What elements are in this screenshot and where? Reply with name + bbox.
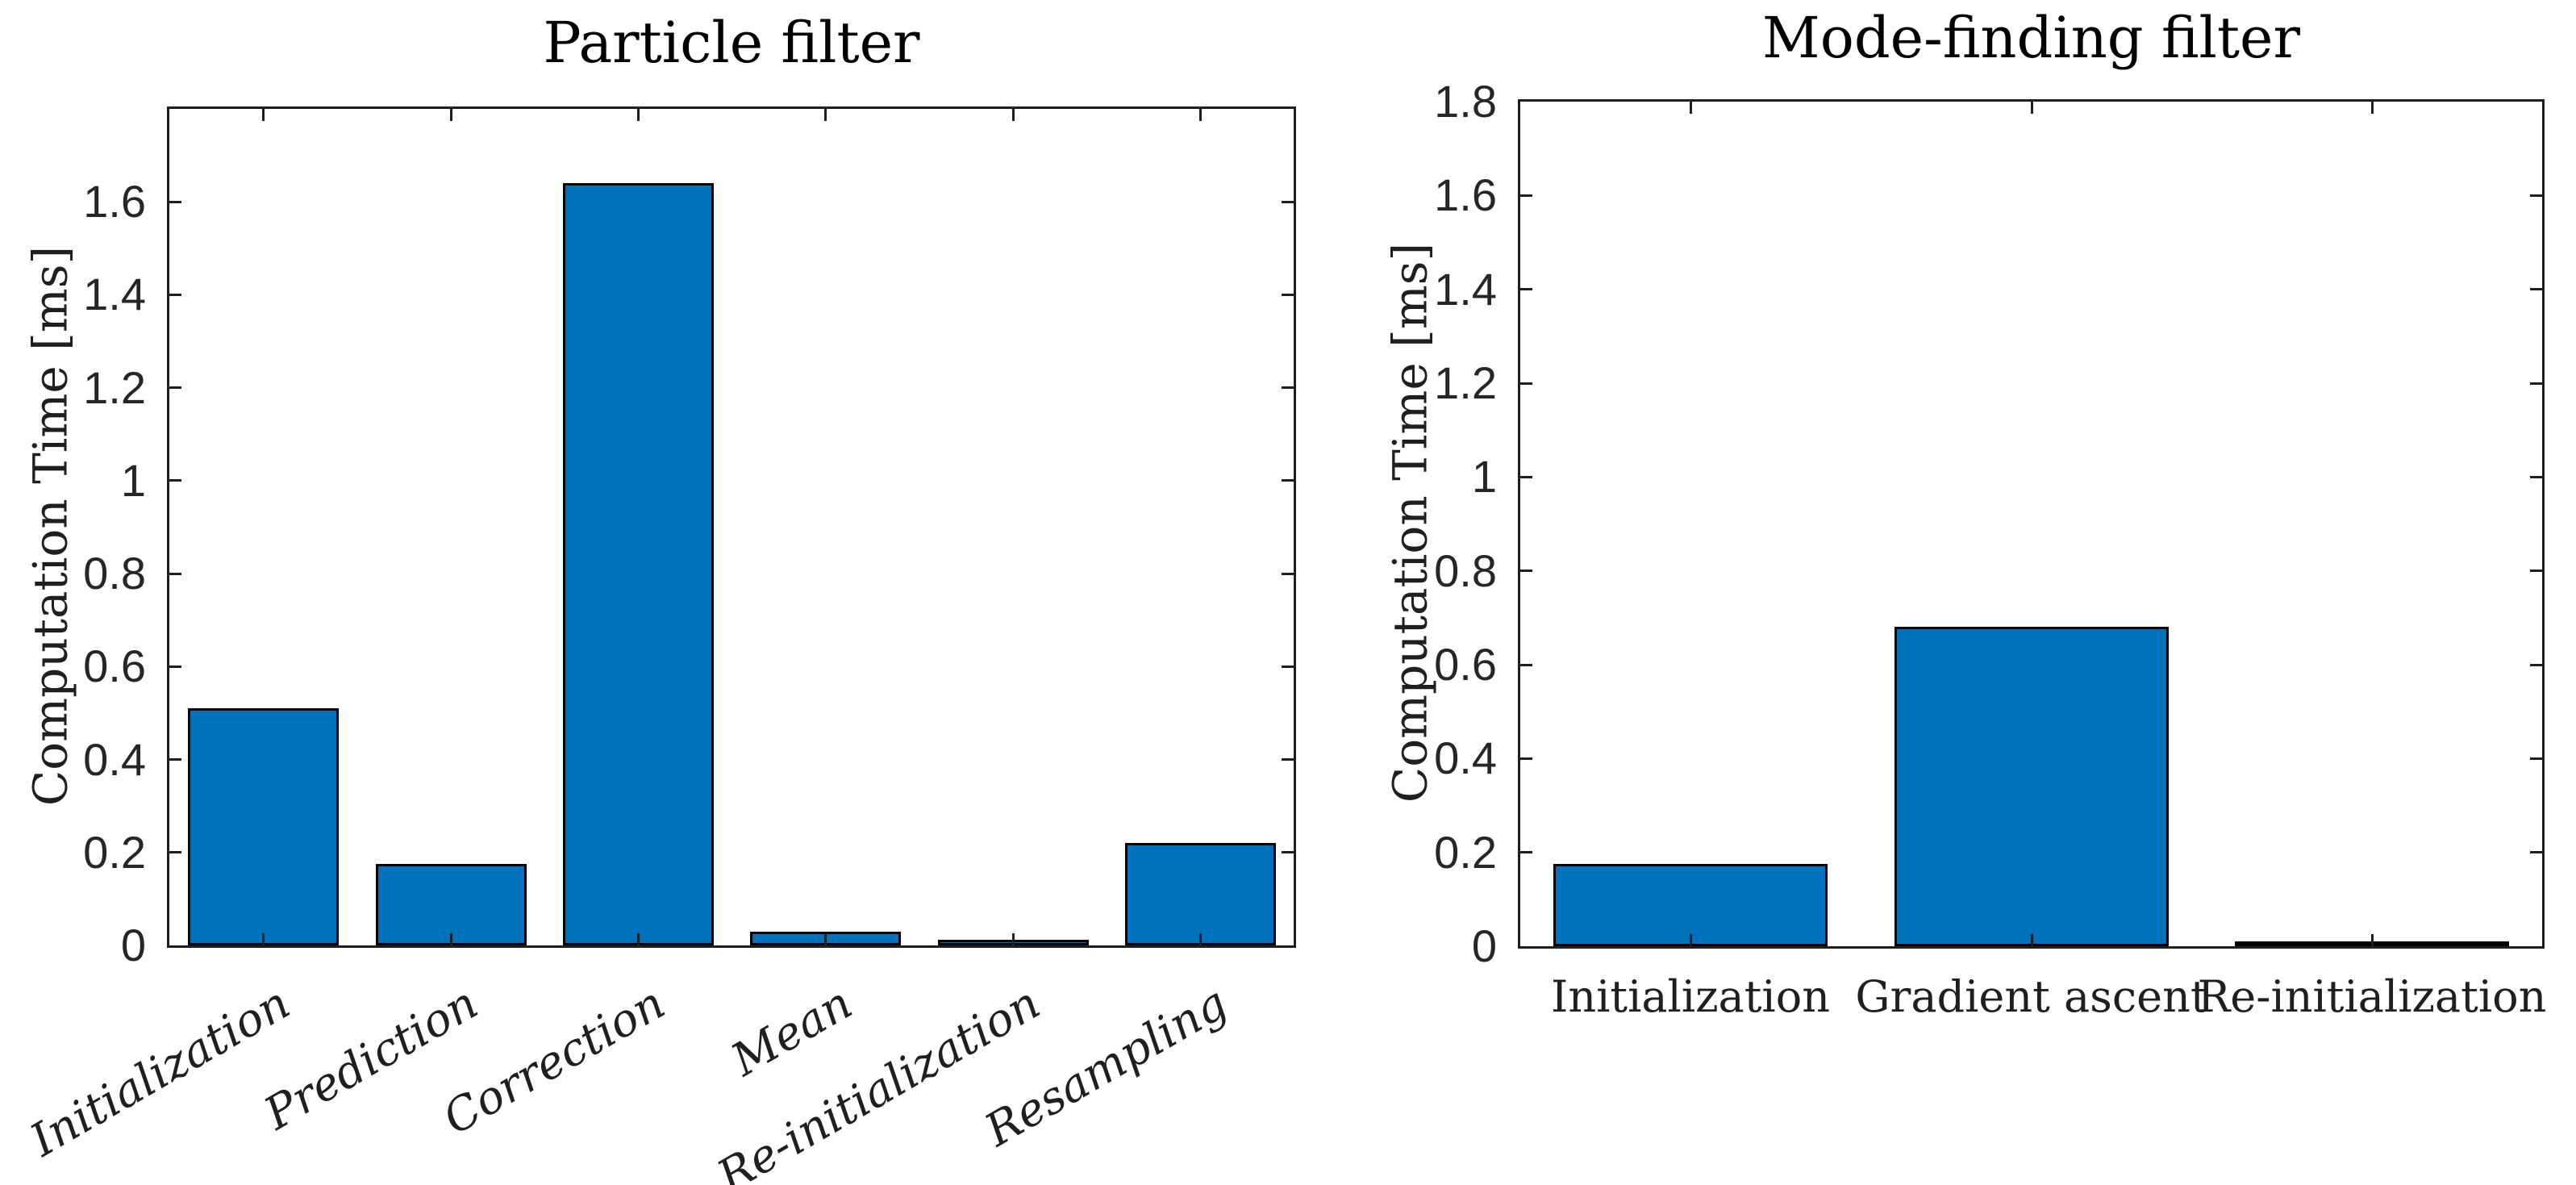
y-tick-left <box>1520 194 1532 197</box>
y-tick-left <box>1520 570 1532 573</box>
x-tick-bottom <box>2030 934 2033 946</box>
y-tick-right <box>1282 479 1294 482</box>
x-tick-bottom <box>1689 934 1692 946</box>
left-bar-resampling <box>1124 843 1276 945</box>
right-chart-plot-area <box>1518 99 2545 949</box>
x-tick-bottom <box>636 933 640 945</box>
right-y-tick-label: 1.6 <box>1434 169 1497 221</box>
x-tick-top <box>1011 109 1015 121</box>
y-tick-left <box>169 479 181 482</box>
right-y-tick-label: 0.2 <box>1434 826 1497 878</box>
y-tick-right <box>1282 665 1294 668</box>
y-tick-left <box>169 572 181 575</box>
y-tick-left <box>1520 757 1532 760</box>
left-y-tick-label: 1 <box>120 454 146 506</box>
x-tick-top <box>261 109 265 121</box>
y-tick-right <box>2530 382 2542 385</box>
right-y-tick-label: 1.8 <box>1434 76 1497 127</box>
y-tick-left <box>169 851 181 854</box>
y-tick-right <box>2530 757 2542 760</box>
y-tick-left <box>169 200 181 203</box>
x-tick-top <box>823 109 827 121</box>
right-bar-gradient-ascent <box>1894 627 2169 946</box>
left-y-tick-label: 1.6 <box>83 176 146 227</box>
x-tick-top <box>1198 109 1202 121</box>
y-tick-right <box>1282 572 1294 575</box>
x-tick-bottom <box>261 933 265 945</box>
left-chart-title: Particle filter <box>543 10 920 76</box>
right-chart-title: Mode-finding filter <box>1762 5 2300 71</box>
x-tick-bottom <box>823 933 827 945</box>
y-tick-right <box>1282 200 1294 203</box>
left-x-tick-label: Initialization <box>22 977 299 1167</box>
x-tick-top <box>2370 102 2374 114</box>
right-y-tick-label: 1 <box>1471 451 1497 503</box>
y-tick-left <box>1520 288 1532 291</box>
y-tick-right <box>2530 194 2542 197</box>
y-tick-right <box>1282 851 1294 854</box>
left-bar-initialization <box>187 708 339 945</box>
x-tick-top <box>636 109 640 121</box>
left-x-tick-label: Re-initialization <box>709 977 1049 1185</box>
right-x-tick-label: Initialization <box>1551 971 1830 1022</box>
right-y-tick-label: 1.4 <box>1434 263 1497 315</box>
left-bar-prediction <box>375 864 527 945</box>
y-tick-left <box>169 758 181 761</box>
right-y-tick-label: 0.6 <box>1434 639 1497 690</box>
left-x-tick-label: Mean <box>723 977 861 1087</box>
y-tick-left <box>1520 851 1532 854</box>
x-tick-bottom <box>449 933 452 945</box>
y-tick-left <box>1520 382 1532 385</box>
right-y-tick-label: 0.8 <box>1434 545 1497 596</box>
y-tick-right <box>1282 758 1294 761</box>
right-y-tick-label: 1.2 <box>1434 357 1497 408</box>
y-tick-left <box>169 293 181 296</box>
left-chart-ylabel: Computation Time [ms] <box>23 245 78 807</box>
right-x-tick-label: Gradient ascent <box>1855 971 2208 1022</box>
y-tick-right <box>2530 663 2542 666</box>
y-tick-right <box>1282 293 1294 296</box>
y-tick-right <box>2530 475 2542 478</box>
y-tick-right <box>2530 288 2542 291</box>
left-bar-correction <box>562 183 714 945</box>
right-x-tick-label: Re-initialization <box>2197 971 2547 1022</box>
left-y-tick-label: 1.2 <box>83 361 146 413</box>
x-tick-top <box>2030 102 2033 114</box>
left-y-tick-label: 0.8 <box>83 548 146 599</box>
y-tick-right <box>2530 570 2542 573</box>
x-tick-bottom <box>1011 933 1015 945</box>
left-y-tick-label: 1.4 <box>83 269 146 320</box>
right-chart-ylabel: Computation Time [ms] <box>1382 242 1438 803</box>
y-tick-left <box>169 386 181 390</box>
left-y-tick-label: 0.4 <box>83 733 146 785</box>
left-y-tick-label: 0.6 <box>83 640 146 692</box>
x-tick-bottom <box>2370 934 2374 946</box>
x-tick-bottom <box>1198 933 1202 945</box>
left-y-tick-label: 0 <box>120 920 146 970</box>
x-tick-top <box>449 109 452 121</box>
y-tick-left <box>1520 663 1532 666</box>
x-tick-top <box>1689 102 1692 114</box>
left-chart-plot-area <box>167 106 1296 948</box>
y-tick-right <box>2530 851 2542 854</box>
right-y-tick-label: 0.4 <box>1434 732 1497 784</box>
y-tick-right <box>1282 386 1294 390</box>
y-tick-left <box>169 665 181 668</box>
right-y-tick-label: 0 <box>1471 920 1497 971</box>
left-y-tick-label: 0.2 <box>83 826 146 878</box>
y-tick-left <box>1520 475 1532 478</box>
